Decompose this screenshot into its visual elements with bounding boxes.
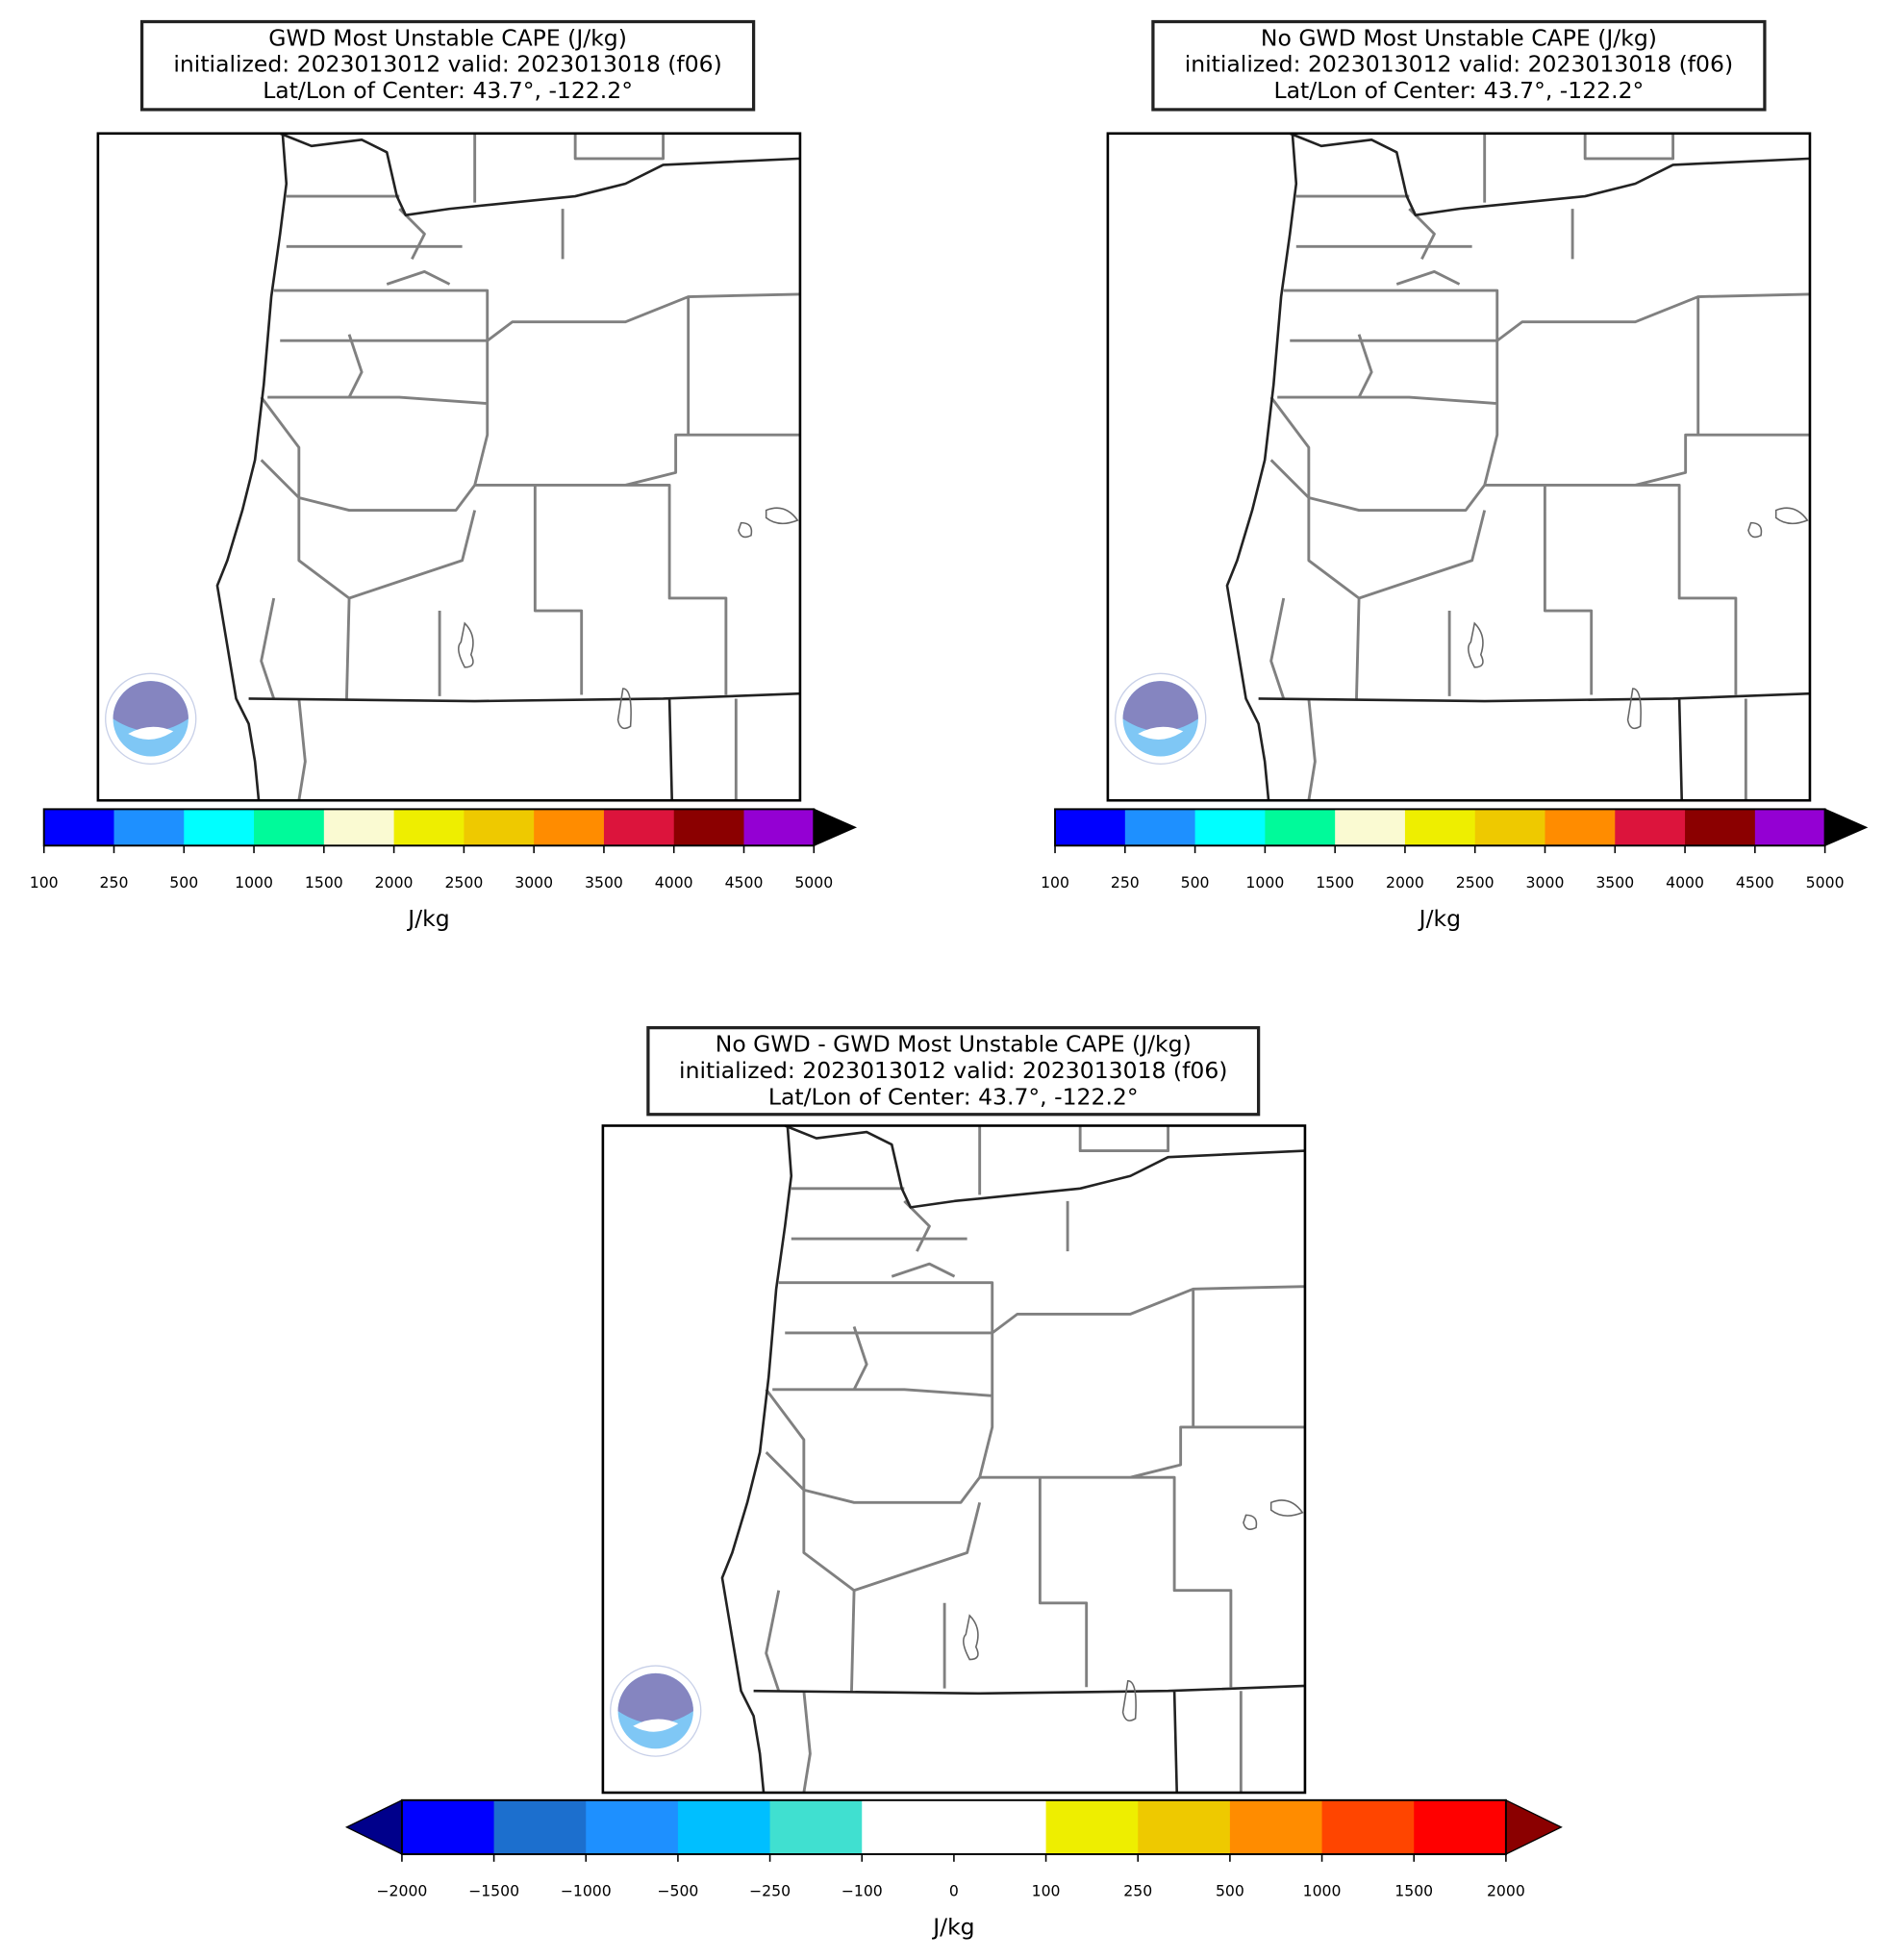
colorbar-tick-label: 3500: [585, 873, 623, 892]
title-line: No GWD Most Unstable CAPE (J/kg): [1261, 24, 1657, 51]
colorbar-tick-label: 250: [1111, 873, 1140, 892]
colorbar-segment: [43, 809, 115, 846]
colorbar-segment: [1545, 809, 1616, 846]
colorbar-segment: [1124, 809, 1196, 846]
colorbar-segment: [603, 809, 675, 846]
colorbar-tick-label: 5000: [794, 873, 833, 892]
colorbar-tick-label: 1000: [235, 873, 273, 892]
colorbar-tick-label: −1500: [468, 1882, 519, 1900]
colorbar-segment: [1404, 809, 1476, 846]
colorbar-extend-max: [813, 808, 858, 847]
colorbar-label: J/kg: [931, 1914, 974, 1941]
colorbar-tick-label: −500: [657, 1882, 698, 1900]
title-line: initialized: 2023013012 valid: 202301301…: [679, 1057, 1227, 1084]
colorbar-tick-label: 500: [1181, 873, 1210, 892]
colorbar-tick-label: 3500: [1595, 873, 1634, 892]
colorbar-segment: [323, 809, 395, 846]
colorbar-tick-label: 4500: [1736, 873, 1774, 892]
colorbar-segment: [1138, 1799, 1231, 1854]
title-box: [1151, 19, 1767, 112]
colorbar-tick-label: 100: [1032, 1882, 1061, 1900]
colorbar-extend-max: [1823, 808, 1869, 847]
title-line: initialized: 2023013012 valid: 202301301…: [1185, 51, 1733, 78]
colorbar-label: J/kg: [406, 905, 449, 932]
map: [96, 132, 802, 802]
colorbar-segment: [1414, 1799, 1507, 1854]
colorbar-tick-label: 500: [169, 873, 198, 892]
colorbar-tick-label: 250: [100, 873, 129, 892]
title-box: [646, 1025, 1261, 1117]
colorbar-segment: [401, 1799, 495, 1854]
colorbar-tick-label: 100: [1041, 873, 1069, 892]
colorbar-tick-label: 1000: [1303, 1882, 1342, 1900]
colorbar-tick-label: −2000: [376, 1882, 427, 1900]
colorbar-tick-label: −250: [749, 1882, 791, 1900]
colorbar-tick-label: 1500: [1394, 1882, 1433, 1900]
colorbar-tick-label: 500: [1216, 1882, 1244, 1900]
colorbar-segment: [1045, 1799, 1139, 1854]
title-line: initialized: 2023013012 valid: 202301301…: [173, 51, 721, 78]
colorbar-segment: [677, 1799, 771, 1854]
title-box: [139, 19, 756, 112]
map-frame: [1106, 132, 1812, 802]
colorbar-tick-label: 2000: [1487, 1882, 1525, 1900]
map: [601, 1124, 1307, 1795]
colorbar-frame: [42, 808, 816, 847]
colorbar-segment: [393, 809, 465, 846]
colorbar-tick-label: 5000: [1806, 873, 1845, 892]
colorbar-segment: [1685, 809, 1756, 846]
map-frame: [601, 1124, 1307, 1795]
colorbar-segment: [1335, 809, 1406, 846]
colorbar-segment: [254, 809, 325, 846]
title-line: Lat/Lon of Center: 43.7°, -122.2°: [768, 1083, 1139, 1110]
colorbar-tick-label: 3000: [515, 873, 553, 892]
colorbar-label: J/kg: [1418, 905, 1461, 932]
colorbar-tick-label: 1000: [1245, 873, 1284, 892]
colorbar-tick-label: 2500: [444, 873, 483, 892]
colorbar-tick-label: 4000: [655, 873, 693, 892]
colorbar-segment: [1321, 1799, 1415, 1854]
colorbar-segment: [769, 1799, 863, 1854]
colorbar-tick-label: 4500: [725, 873, 764, 892]
colorbar-segment: [862, 1799, 955, 1854]
colorbar-segment: [953, 1799, 1047, 1854]
title-line: Lat/Lon of Center: 43.7°, -122.2°: [1274, 77, 1645, 104]
colorbar-segment: [464, 809, 535, 846]
colorbar-tick-label: 1500: [305, 873, 343, 892]
colorbar-segment: [534, 809, 605, 846]
colorbar-segment: [586, 1799, 679, 1854]
map-frame: [96, 132, 802, 802]
colorbar-frame: [1054, 808, 1826, 847]
colorbar-tick-label: 2000: [375, 873, 414, 892]
title-line: GWD Most Unstable CAPE (J/kg): [268, 24, 627, 51]
colorbar-segment: [1229, 1799, 1323, 1854]
colorbar-segment: [1265, 809, 1336, 846]
colorbar-segment: [113, 809, 185, 846]
colorbar-segment: [184, 809, 255, 846]
colorbar-tick-label: 2000: [1386, 873, 1424, 892]
colorbar-tick-label: 2500: [1456, 873, 1495, 892]
colorbar-extend-min: [344, 1798, 403, 1856]
colorbar-segment: [1474, 809, 1546, 846]
colorbar-tick-label: 100: [30, 873, 59, 892]
colorbar-tick-label: 250: [1123, 1882, 1152, 1900]
colorbar-tick-label: 4000: [1666, 873, 1704, 892]
colorbar-extend-max: [1505, 1798, 1563, 1856]
title-line: No GWD - GWD Most Unstable CAPE (J/kg): [716, 1030, 1192, 1057]
colorbar-tick-label: 1500: [1316, 873, 1354, 892]
colorbar-segment: [743, 809, 815, 846]
title-line: Lat/Lon of Center: 43.7°, -122.2°: [263, 77, 633, 104]
colorbar-segment: [1194, 809, 1267, 846]
colorbar-tick-label: −1000: [561, 1882, 612, 1900]
colorbar-tick-label: −100: [842, 1882, 883, 1900]
colorbar-segment: [493, 1799, 587, 1854]
colorbar-segment: [1055, 809, 1126, 846]
colorbar-segment: [1754, 809, 1826, 846]
colorbar-tick-label: 0: [949, 1882, 959, 1900]
colorbar-segment: [673, 809, 745, 846]
colorbar-tick-label: 3000: [1526, 873, 1565, 892]
colorbar-segment: [1615, 809, 1686, 846]
map: [1106, 132, 1812, 802]
